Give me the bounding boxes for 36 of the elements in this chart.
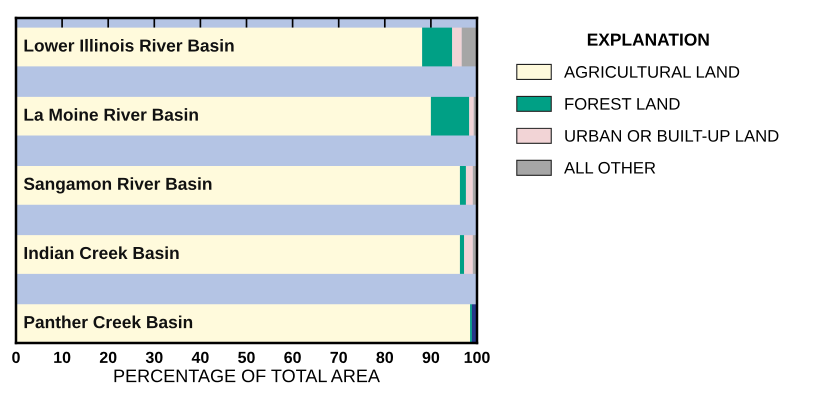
bar [16, 96, 431, 136]
x-tick-label: 40 [192, 352, 209, 364]
bar [469, 96, 474, 136]
bar [460, 235, 464, 274]
x-tick-label: 60 [284, 352, 301, 364]
y-tick-label: Indian Creek Basin [24, 246, 179, 260]
x-tick-label: 0 [12, 352, 20, 364]
bar [464, 235, 473, 274]
bar [16, 235, 460, 274]
x-tick-label: 20 [100, 352, 116, 364]
legend-title: EXPLANATION [588, 33, 709, 46]
x-tick-label: 30 [146, 352, 163, 364]
y-tick-label: La Moine River Basin [24, 108, 198, 121]
bar [422, 28, 452, 66]
bar [16, 166, 460, 205]
y-tick-label: Lower Illinois River Basin [24, 38, 234, 52]
legend-label: FOREST LAND [565, 98, 680, 110]
x-tick-label: 100 [464, 352, 490, 364]
legend-label: ALL OTHER [564, 162, 656, 174]
bar [430, 96, 470, 136]
bar [466, 166, 473, 205]
x-tick-label: 80 [376, 352, 394, 364]
y-tick-label: Sangamon River Basin [24, 177, 212, 194]
bar [462, 28, 477, 66]
legend-label: AGRICULTURAL LAND [564, 66, 740, 78]
bar [16, 28, 422, 66]
x-tick-label: 10 [54, 352, 70, 364]
legend-label: URBAN OR BUILT-UP LAND [565, 130, 778, 142]
x-tick-label: 70 [330, 352, 347, 364]
x-axis-title: PERCENTAGE OF TOTAL AREA [114, 369, 380, 382]
bar [460, 166, 466, 205]
x-tick-label: 50 [238, 352, 255, 364]
bar [16, 304, 470, 343]
bar [452, 28, 462, 66]
x-tick-label: 90 [422, 352, 440, 364]
y-tick-label: Panther Creek Basin [24, 316, 192, 328]
